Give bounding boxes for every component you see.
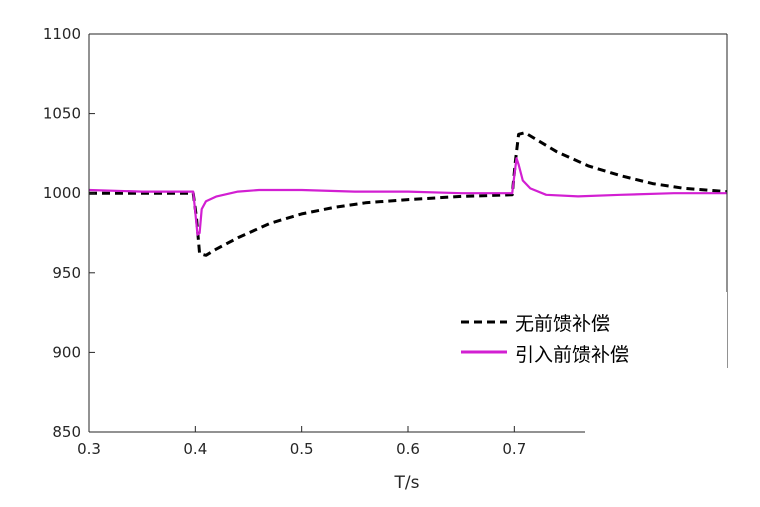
y-tick-label: 950 (52, 264, 81, 282)
legend-box (444, 292, 727, 368)
series-line-1 (89, 131, 728, 257)
y-tick-label: 1050 (43, 105, 81, 123)
x-tick-label: 0.5 (290, 440, 314, 458)
y-tick-label: 850 (52, 423, 81, 441)
y-tick-label: 900 (52, 343, 81, 361)
legend-label-series-1: 无前馈补偿 (515, 313, 610, 335)
series-line-2 (88, 157, 727, 236)
x-tick-label: 0.3 (77, 440, 101, 458)
y-tick-label: 1100 (43, 25, 81, 43)
x-tick-label: 0.7 (502, 440, 526, 458)
x-axis-title: T/s (394, 473, 420, 493)
x-tick-label: 0.6 (396, 440, 420, 458)
y-tick-label: 1000 (43, 184, 81, 202)
bottom-right-mask (585, 368, 760, 507)
x-tick-label: 0.4 (183, 440, 207, 458)
legend-label-series-2: 引入前馈补偿 (515, 344, 629, 366)
